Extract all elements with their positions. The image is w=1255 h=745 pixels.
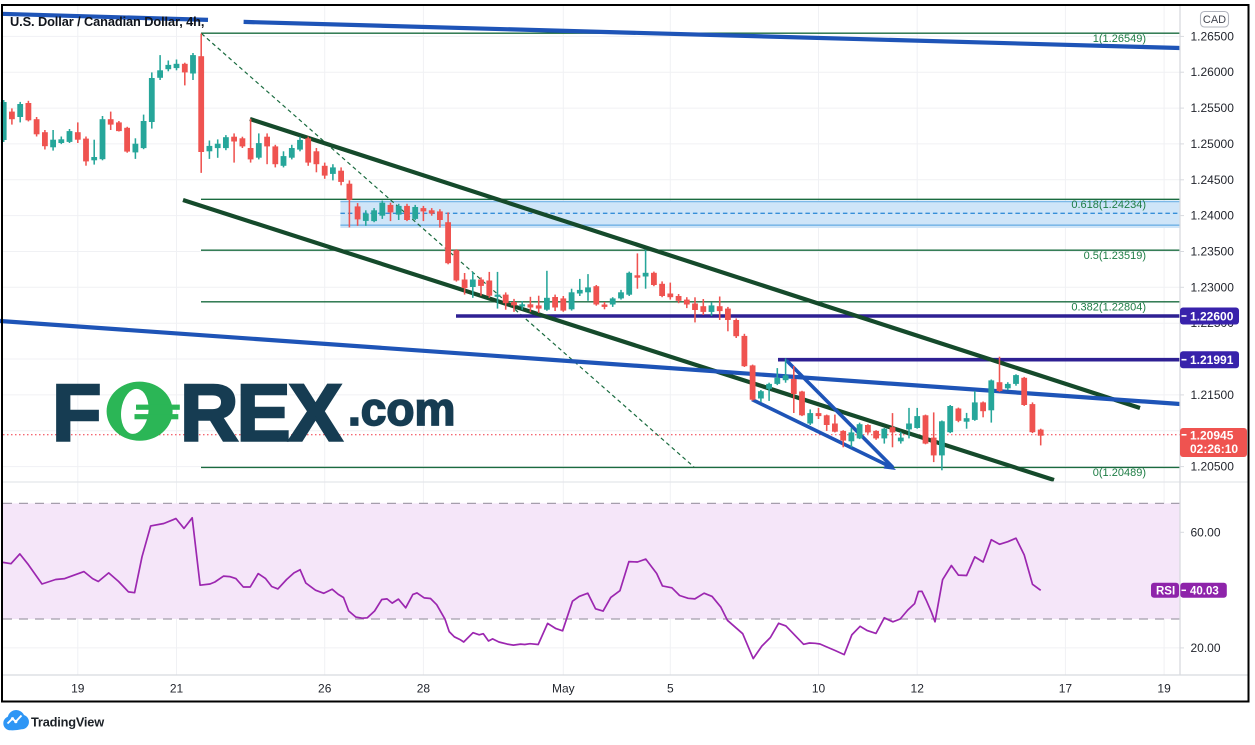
- svg-text:CAD: CAD: [1203, 14, 1226, 26]
- svg-text:10: 10: [812, 682, 826, 696]
- svg-text:21: 21: [170, 682, 184, 696]
- svg-text:60.00: 60.00: [1191, 525, 1221, 539]
- svg-text:17: 17: [1059, 682, 1073, 696]
- svg-text:26: 26: [318, 682, 332, 696]
- svg-text:0(1.20489): 0(1.20489): [1093, 467, 1146, 479]
- svg-text:02:26:10: 02:26:10: [1190, 442, 1238, 456]
- svg-text:0.5(1.23519): 0.5(1.23519): [1084, 250, 1146, 262]
- svg-text:1.26000: 1.26000: [1191, 65, 1235, 79]
- svg-text:1.20500: 1.20500: [1191, 460, 1235, 474]
- svg-text:1.25000: 1.25000: [1191, 137, 1235, 151]
- svg-text:1.22600: 1.22600: [1190, 309, 1234, 323]
- svg-text:0.382(1.22804): 0.382(1.22804): [1071, 301, 1146, 313]
- svg-text:28: 28: [417, 682, 431, 696]
- svg-text:RSI: RSI: [1156, 585, 1175, 597]
- svg-text:19: 19: [1157, 682, 1171, 696]
- svg-text:12: 12: [911, 682, 925, 696]
- svg-text:20.00: 20.00: [1191, 641, 1221, 655]
- svg-text:1.23000: 1.23000: [1191, 280, 1235, 294]
- svg-text:F: F: [52, 369, 99, 459]
- svg-text:1.21500: 1.21500: [1191, 388, 1235, 402]
- svg-text:0.618(1.24234): 0.618(1.24234): [1071, 199, 1146, 211]
- svg-text:TradingView: TradingView: [31, 715, 104, 730]
- svg-text:May: May: [552, 682, 575, 696]
- svg-text:1.21991: 1.21991: [1190, 353, 1234, 367]
- svg-text:1.24000: 1.24000: [1191, 209, 1235, 223]
- svg-text:40.03: 40.03: [1190, 585, 1219, 597]
- svg-text:.com: .com: [348, 383, 455, 435]
- svg-text:U.S. Dollar / Canadian Dollar,: U.S. Dollar / Canadian Dollar, 4h,: [10, 14, 204, 29]
- svg-text:1.24500: 1.24500: [1191, 173, 1235, 187]
- svg-text:1.26500: 1.26500: [1191, 29, 1235, 43]
- svg-text:REX: REX: [180, 369, 343, 459]
- svg-text:5: 5: [667, 682, 674, 696]
- svg-text:1.20945: 1.20945: [1190, 428, 1234, 442]
- svg-text:1.23500: 1.23500: [1191, 245, 1235, 259]
- svg-text:1(1.26549): 1(1.26549): [1093, 33, 1146, 45]
- svg-text:19: 19: [71, 682, 85, 696]
- svg-text:1.25500: 1.25500: [1191, 101, 1235, 115]
